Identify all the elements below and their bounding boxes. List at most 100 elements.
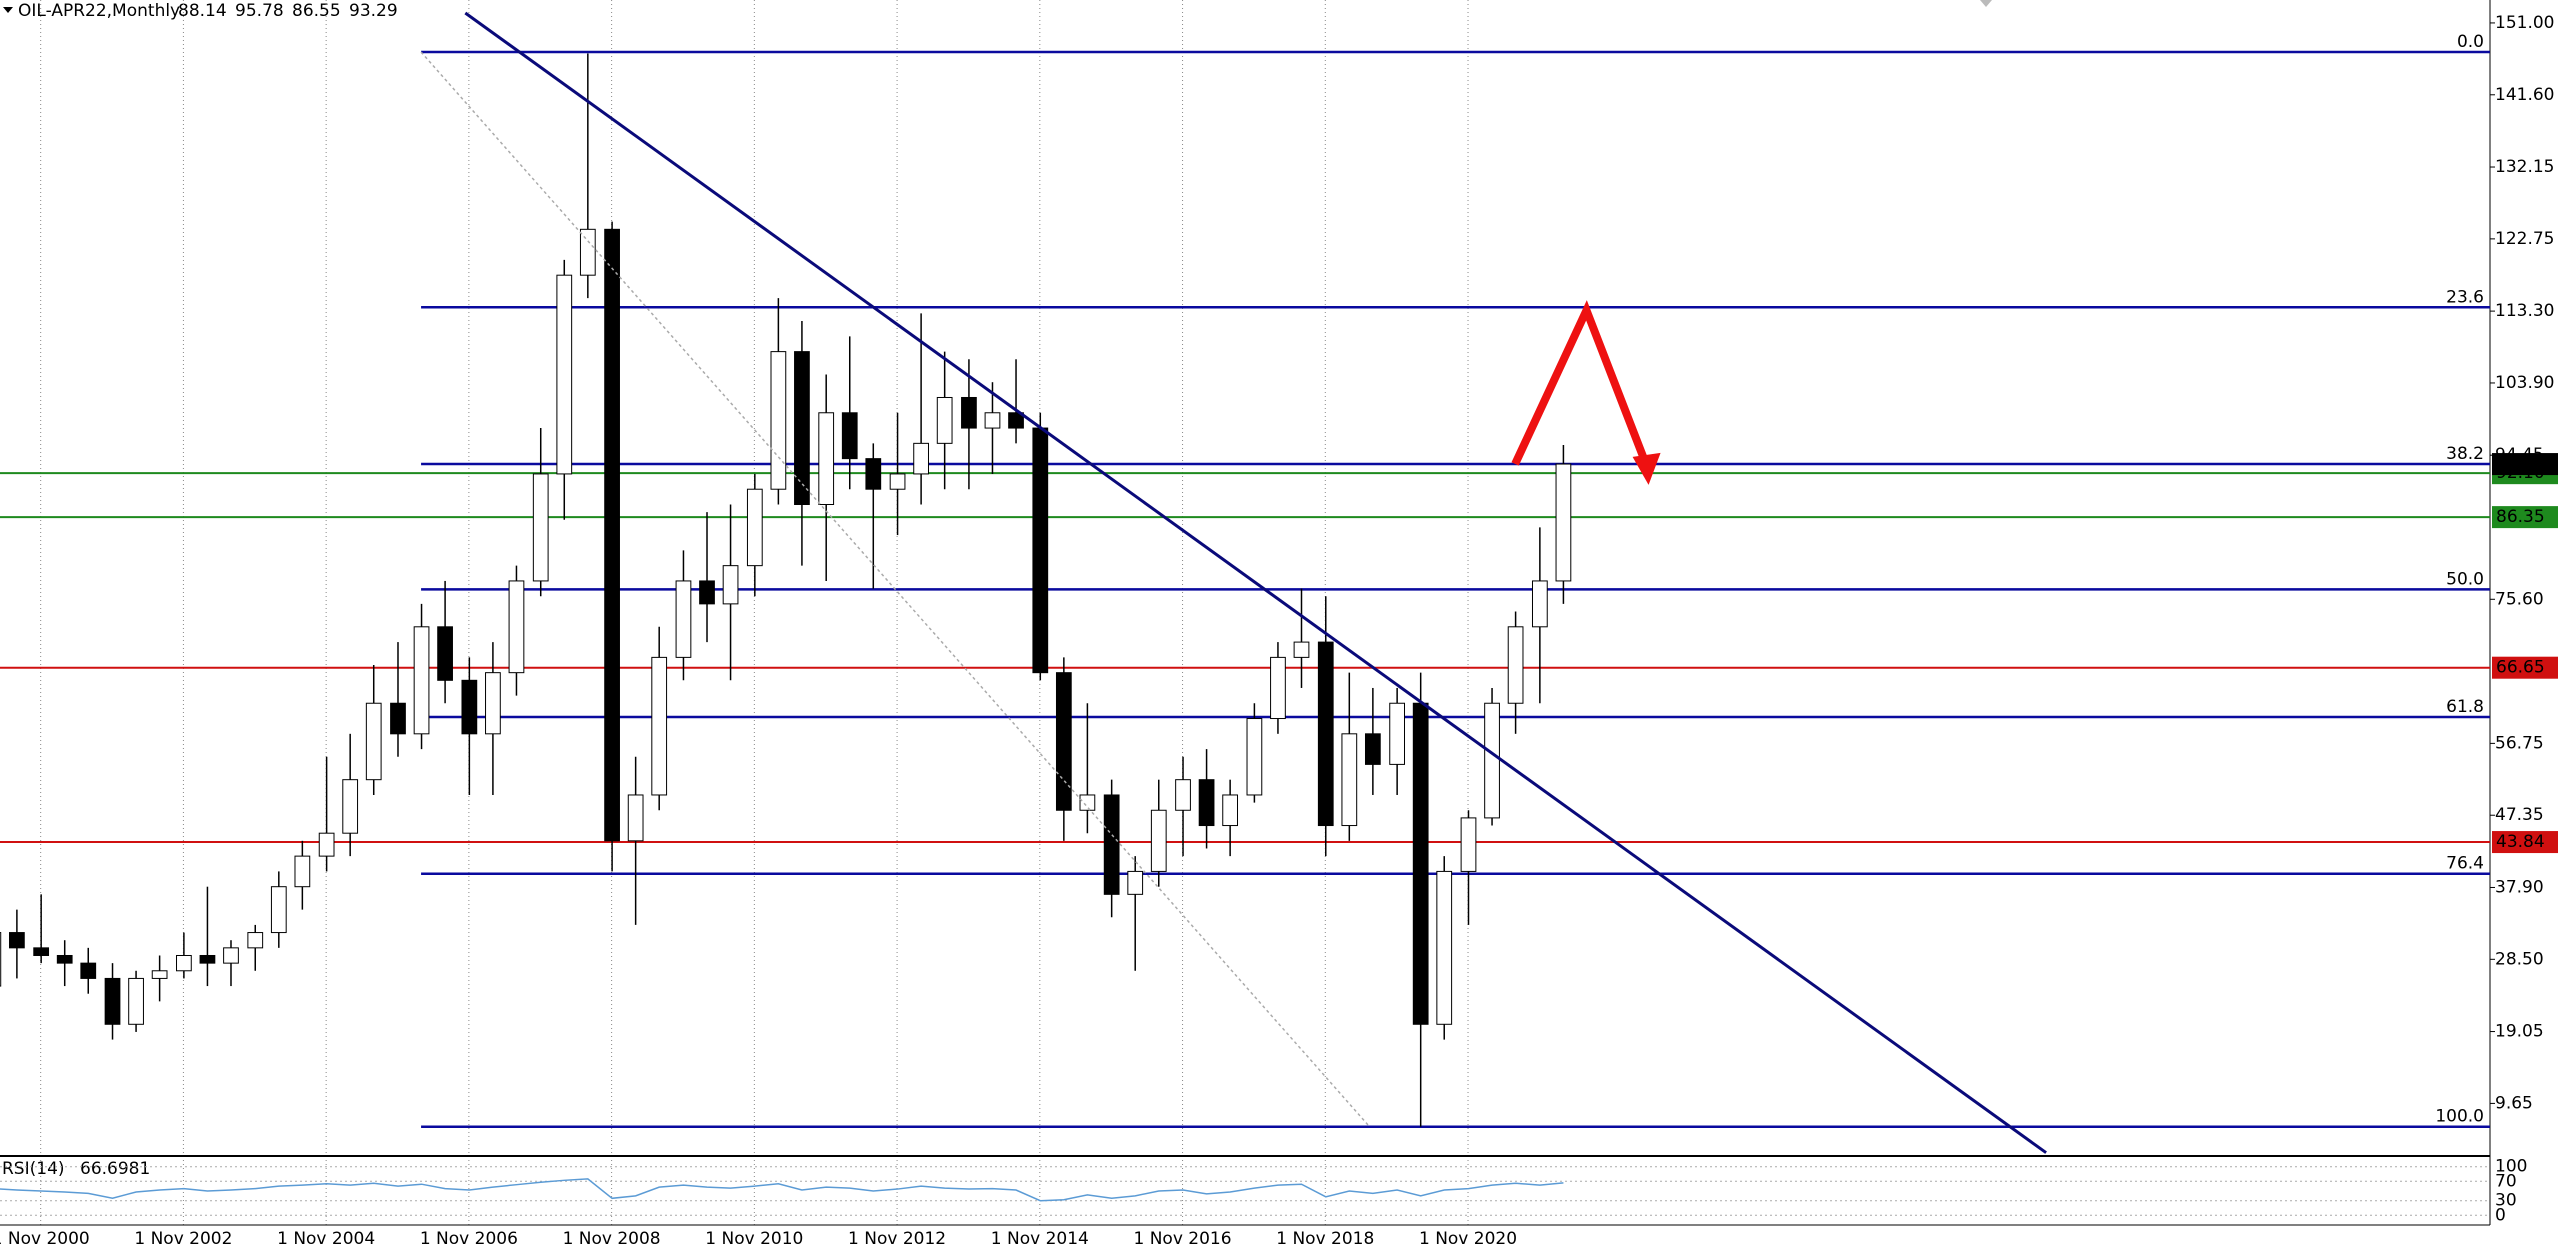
candle-body [151,970,168,979]
x-tick-label: 1 Nov 2014 [991,1229,1089,1249]
price-label-text: 66.65 [2496,658,2545,678]
candle-body [841,412,858,460]
candle-body [1412,702,1429,1025]
x-tick-label: 1 Nov 2008 [563,1229,661,1249]
y-tick-label: 151.00 [2495,13,2554,33]
candle-body [1460,817,1477,872]
candle-body [104,977,121,1025]
y-tick-label: 75.60 [2495,589,2544,609]
fib-label: 100.0 [2435,1107,2484,1127]
candle-body [770,351,787,490]
header-value: 86.55 [292,1,341,21]
x-tick-label: 1 Nov 2002 [134,1229,232,1249]
candle-body [413,626,430,735]
header-value: 88.14 [178,1,227,21]
candle-body [485,672,501,735]
price-label-text: 93.29 [2496,454,2545,474]
y-tick-label: 19.05 [2495,1022,2544,1042]
candle-body [984,412,1001,429]
candle-body [1293,641,1310,658]
candle-body [33,947,50,956]
candle-body [1270,656,1286,720]
candle-body [223,947,239,964]
candle-body [1175,779,1191,811]
y-tick-label: 113.30 [2495,301,2554,321]
header-value: 95.78 [235,1,284,21]
candle-body [889,473,906,490]
y-tick-label: 122.75 [2495,229,2554,249]
x-tick-label: 1 Nov 2020 [1419,1229,1517,1249]
candle-body [294,855,311,888]
x-tick-label: 1 Nov 2018 [1276,1229,1374,1249]
candle-body [318,832,335,857]
price-label [2492,453,2558,476]
rsi-tick-label: 70 [2495,1171,2517,1191]
candle-body [390,702,406,735]
candle-body [1341,733,1358,827]
y-tick-label: 9.65 [2495,1093,2533,1113]
trend-line [420,51,1371,1128]
candle-body [675,580,692,658]
candle-body [80,962,97,979]
y-tick-label: 47.35 [2495,805,2544,825]
menu-icon [3,7,13,13]
candle-body [651,656,668,796]
marker [1980,0,1992,7]
candle-body [1150,809,1167,872]
candle-body [1127,870,1144,895]
candle-body [1103,794,1120,895]
fib-label: 76.4 [2446,854,2484,874]
candle-body [1389,702,1406,765]
fib-label: 23.6 [2446,287,2484,307]
header-value: 93.29 [349,1,398,21]
symbol: OIL-APR22,Monthly [18,1,180,21]
candle-body [532,473,549,582]
rsi-line [0,1178,1564,1202]
candle-body [128,977,144,1025]
y-tick-label: 141.60 [2495,85,2554,105]
y-tick-label: 37.90 [2495,877,2544,897]
candle-body [1246,718,1263,796]
candle-body [579,228,596,276]
fib-label: 38.2 [2446,444,2484,464]
candle-body [746,488,763,567]
candle-body [699,580,715,605]
x-tick-label: 1 Nov 2006 [420,1229,518,1249]
y-tick-label: 56.75 [2495,733,2544,753]
candle-body [604,228,620,842]
candle-body [247,932,264,949]
candle-body [865,458,882,490]
candle-body [1484,702,1500,819]
candle-body [176,954,192,972]
rsi-title: RSI(14) [2,1159,65,1179]
y-tick-label: 28.50 [2495,949,2544,969]
rsi-tick-label: 30 [2495,1191,2517,1211]
candle-body [0,932,2,987]
projection-arrow [1511,300,1653,473]
candle-body [1436,870,1453,1025]
fib-label: 50.0 [2446,569,2484,589]
candle-body [961,396,977,429]
price-label-text: 43.84 [2496,832,2545,852]
candle-body [56,954,73,964]
candle-body [1055,672,1072,811]
candle-body [342,779,359,834]
trend-line [464,11,2047,1154]
candle-body [437,626,453,681]
candle-body [556,274,573,475]
fib-label: 0.0 [2457,32,2484,52]
x-tick-label: 1 Nov 2010 [705,1229,803,1249]
candle-body [818,412,835,506]
candle-body [1507,626,1524,704]
y-tick-label: 103.90 [2495,373,2554,393]
x-tick-label: 1 Nov 2000 [0,1229,90,1249]
candle-body [1079,794,1096,811]
candle-body [365,702,382,781]
candle-body [270,886,287,934]
candle-body [794,351,810,506]
rsi-tick-label: 100 [2495,1157,2527,1177]
candle-body [1531,580,1548,628]
